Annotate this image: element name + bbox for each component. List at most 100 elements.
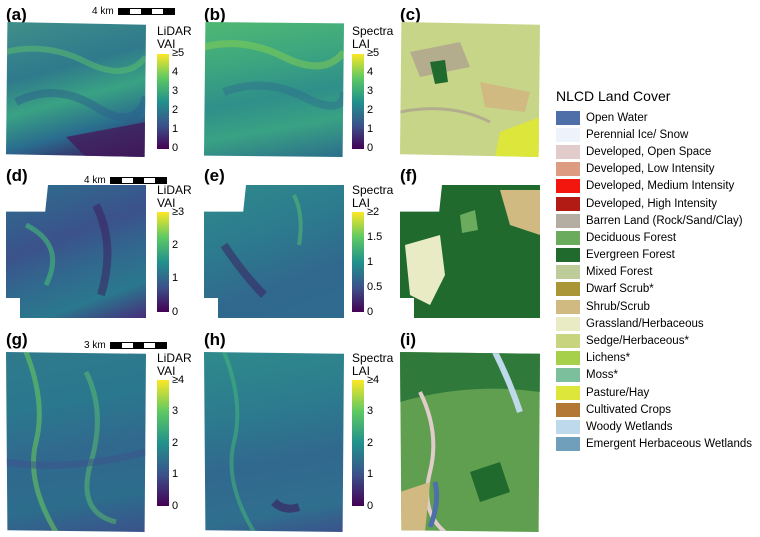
legend-swatch — [556, 110, 580, 125]
legend-item: Mixed Forest — [556, 264, 752, 281]
panel-label-e: (e) — [204, 166, 225, 185]
tick-e-2: 1 — [367, 256, 374, 268]
legend-label: Deciduous Forest — [586, 231, 677, 244]
legend-label: Moss* — [586, 369, 618, 382]
legend-swatch — [556, 402, 580, 417]
nlcd-map-f — [400, 185, 540, 318]
legend-swatch — [556, 248, 580, 263]
legend-item: Cultivated Crops — [556, 401, 752, 418]
tick-e-4: 0 — [367, 306, 374, 318]
panel-label-b: (b) — [204, 5, 226, 24]
legend-label: Sedge/Herbaceous* — [586, 335, 689, 348]
legend-label: Open Water — [586, 111, 648, 124]
tick-h-0: ≥4 — [367, 374, 380, 386]
legend-item: Grassland/Herbaceous — [556, 315, 752, 332]
legend-label: Emergent Herbaceous Wetlands — [586, 438, 752, 451]
tick-b-5: 0 — [367, 142, 374, 154]
nlcd-map-c — [400, 22, 540, 157]
tick-h-4: 0 — [367, 500, 374, 512]
tick-d-1: 2 — [172, 239, 179, 251]
legend-label: Lichens* — [586, 352, 631, 365]
legend-swatch — [556, 419, 580, 434]
panel-label-i: (i) — [400, 330, 417, 349]
legend-swatch — [556, 282, 580, 297]
scale-text-a: 4 km — [92, 6, 114, 17]
legend-label: Evergreen Forest — [586, 249, 675, 262]
colorbar-d — [157, 212, 169, 312]
legend-swatch — [556, 368, 580, 383]
tick-d-2: 1 — [172, 272, 179, 284]
scale-text-d: 4 km — [84, 175, 106, 186]
panel-label-d: (d) — [6, 166, 28, 185]
tick-a-4: 1 — [172, 123, 179, 135]
legend-item: Deciduous Forest — [556, 229, 752, 246]
legend-item: Sedge/Herbaceous* — [556, 332, 752, 349]
colorbar-title-e: Spectra LAI — [352, 183, 394, 210]
colorbar-e — [352, 212, 364, 312]
panel-label-a: (a) — [6, 5, 27, 24]
tick-g-0: ≥4 — [172, 374, 185, 386]
legend-label: Barren Land (Rock/Sand/Clay) — [586, 214, 743, 227]
legend-label: Cultivated Crops — [586, 403, 672, 416]
legend-item: Dwarf Scrub* — [556, 281, 752, 298]
legend-label: Shrub/Scrub — [586, 300, 650, 313]
panel-label-g: (g) — [6, 330, 28, 349]
spectra-lai-map-e — [204, 185, 344, 318]
legend-item: Moss* — [556, 367, 752, 384]
tick-h-3: 1 — [367, 468, 374, 480]
tick-a-3: 2 — [172, 104, 179, 116]
scale-bar-g: 3 km — [84, 340, 167, 351]
legend-swatch — [556, 265, 580, 280]
lidar-vai-map-a — [6, 22, 146, 157]
scale-bar-d: 4 km — [84, 175, 167, 186]
legend-label: Grassland/Herbaceous — [586, 317, 704, 330]
colorbar-title-g: LiDAR VAI — [157, 351, 192, 378]
spectra-lai-map-b — [204, 22, 344, 157]
legend-item: Open Water — [556, 109, 752, 126]
legend-item: Pasture/Hay — [556, 384, 752, 401]
tick-b-2: 3 — [367, 85, 374, 97]
tick-a-0: ≥5 — [172, 47, 185, 59]
legend-label: Woody Wetlands — [586, 420, 673, 433]
legend-label: Developed, Medium Intensity — [586, 180, 735, 193]
legend-item: Developed, Medium Intensity — [556, 178, 752, 195]
scale-bar-a: 4 km — [92, 6, 175, 17]
legend-swatch — [556, 162, 580, 177]
tick-h-2: 2 — [367, 437, 374, 449]
colorbar-b — [352, 54, 364, 149]
legend-item: Evergreen Forest — [556, 247, 752, 264]
legend-label: Developed, Low Intensity — [586, 163, 715, 176]
tick-e-3: 0.5 — [367, 281, 383, 293]
legend-label: Pasture/Hay — [586, 386, 650, 399]
legend-label: Perennial Ice/ Snow — [586, 128, 689, 141]
legend-swatch — [556, 127, 580, 142]
panel-label-c: (c) — [400, 5, 421, 24]
legend-swatch — [556, 334, 580, 349]
legend-swatch — [556, 213, 580, 228]
colorbar-g — [157, 380, 169, 506]
tick-e-0: ≥2 — [367, 206, 380, 218]
legend-item: Perennial Ice/ Snow — [556, 126, 752, 143]
legend-item: Barren Land (Rock/Sand/Clay) — [556, 212, 752, 229]
legend-swatch — [556, 385, 580, 400]
nlcd-map-i — [400, 352, 540, 532]
legend-item: Developed, Low Intensity — [556, 161, 752, 178]
legend-label: Mixed Forest — [586, 266, 653, 279]
tick-a-2: 3 — [172, 85, 179, 97]
legend-item: Developed, Open Space — [556, 143, 752, 160]
colorbar-title-a: LiDAR VAI — [157, 24, 192, 51]
legend-item: Woody Wetlands — [556, 418, 752, 435]
legend-item: Shrub/Scrub — [556, 298, 752, 315]
scale-text-g: 3 km — [84, 340, 106, 351]
legend-swatch — [556, 437, 580, 452]
colorbar-a — [157, 54, 169, 149]
legend-item: Emergent Herbaceous Wetlands — [556, 436, 752, 453]
panel-label-f: (f) — [400, 166, 417, 185]
legend-swatch — [556, 316, 580, 331]
tick-a-5: 0 — [172, 142, 179, 154]
tick-b-0: ≥5 — [367, 47, 380, 59]
tick-b-3: 2 — [367, 104, 374, 116]
legend-label: Developed, High Intensity — [586, 197, 718, 210]
tick-g-2: 2 — [172, 437, 179, 449]
legend-label: Developed, Open Space — [586, 145, 712, 158]
